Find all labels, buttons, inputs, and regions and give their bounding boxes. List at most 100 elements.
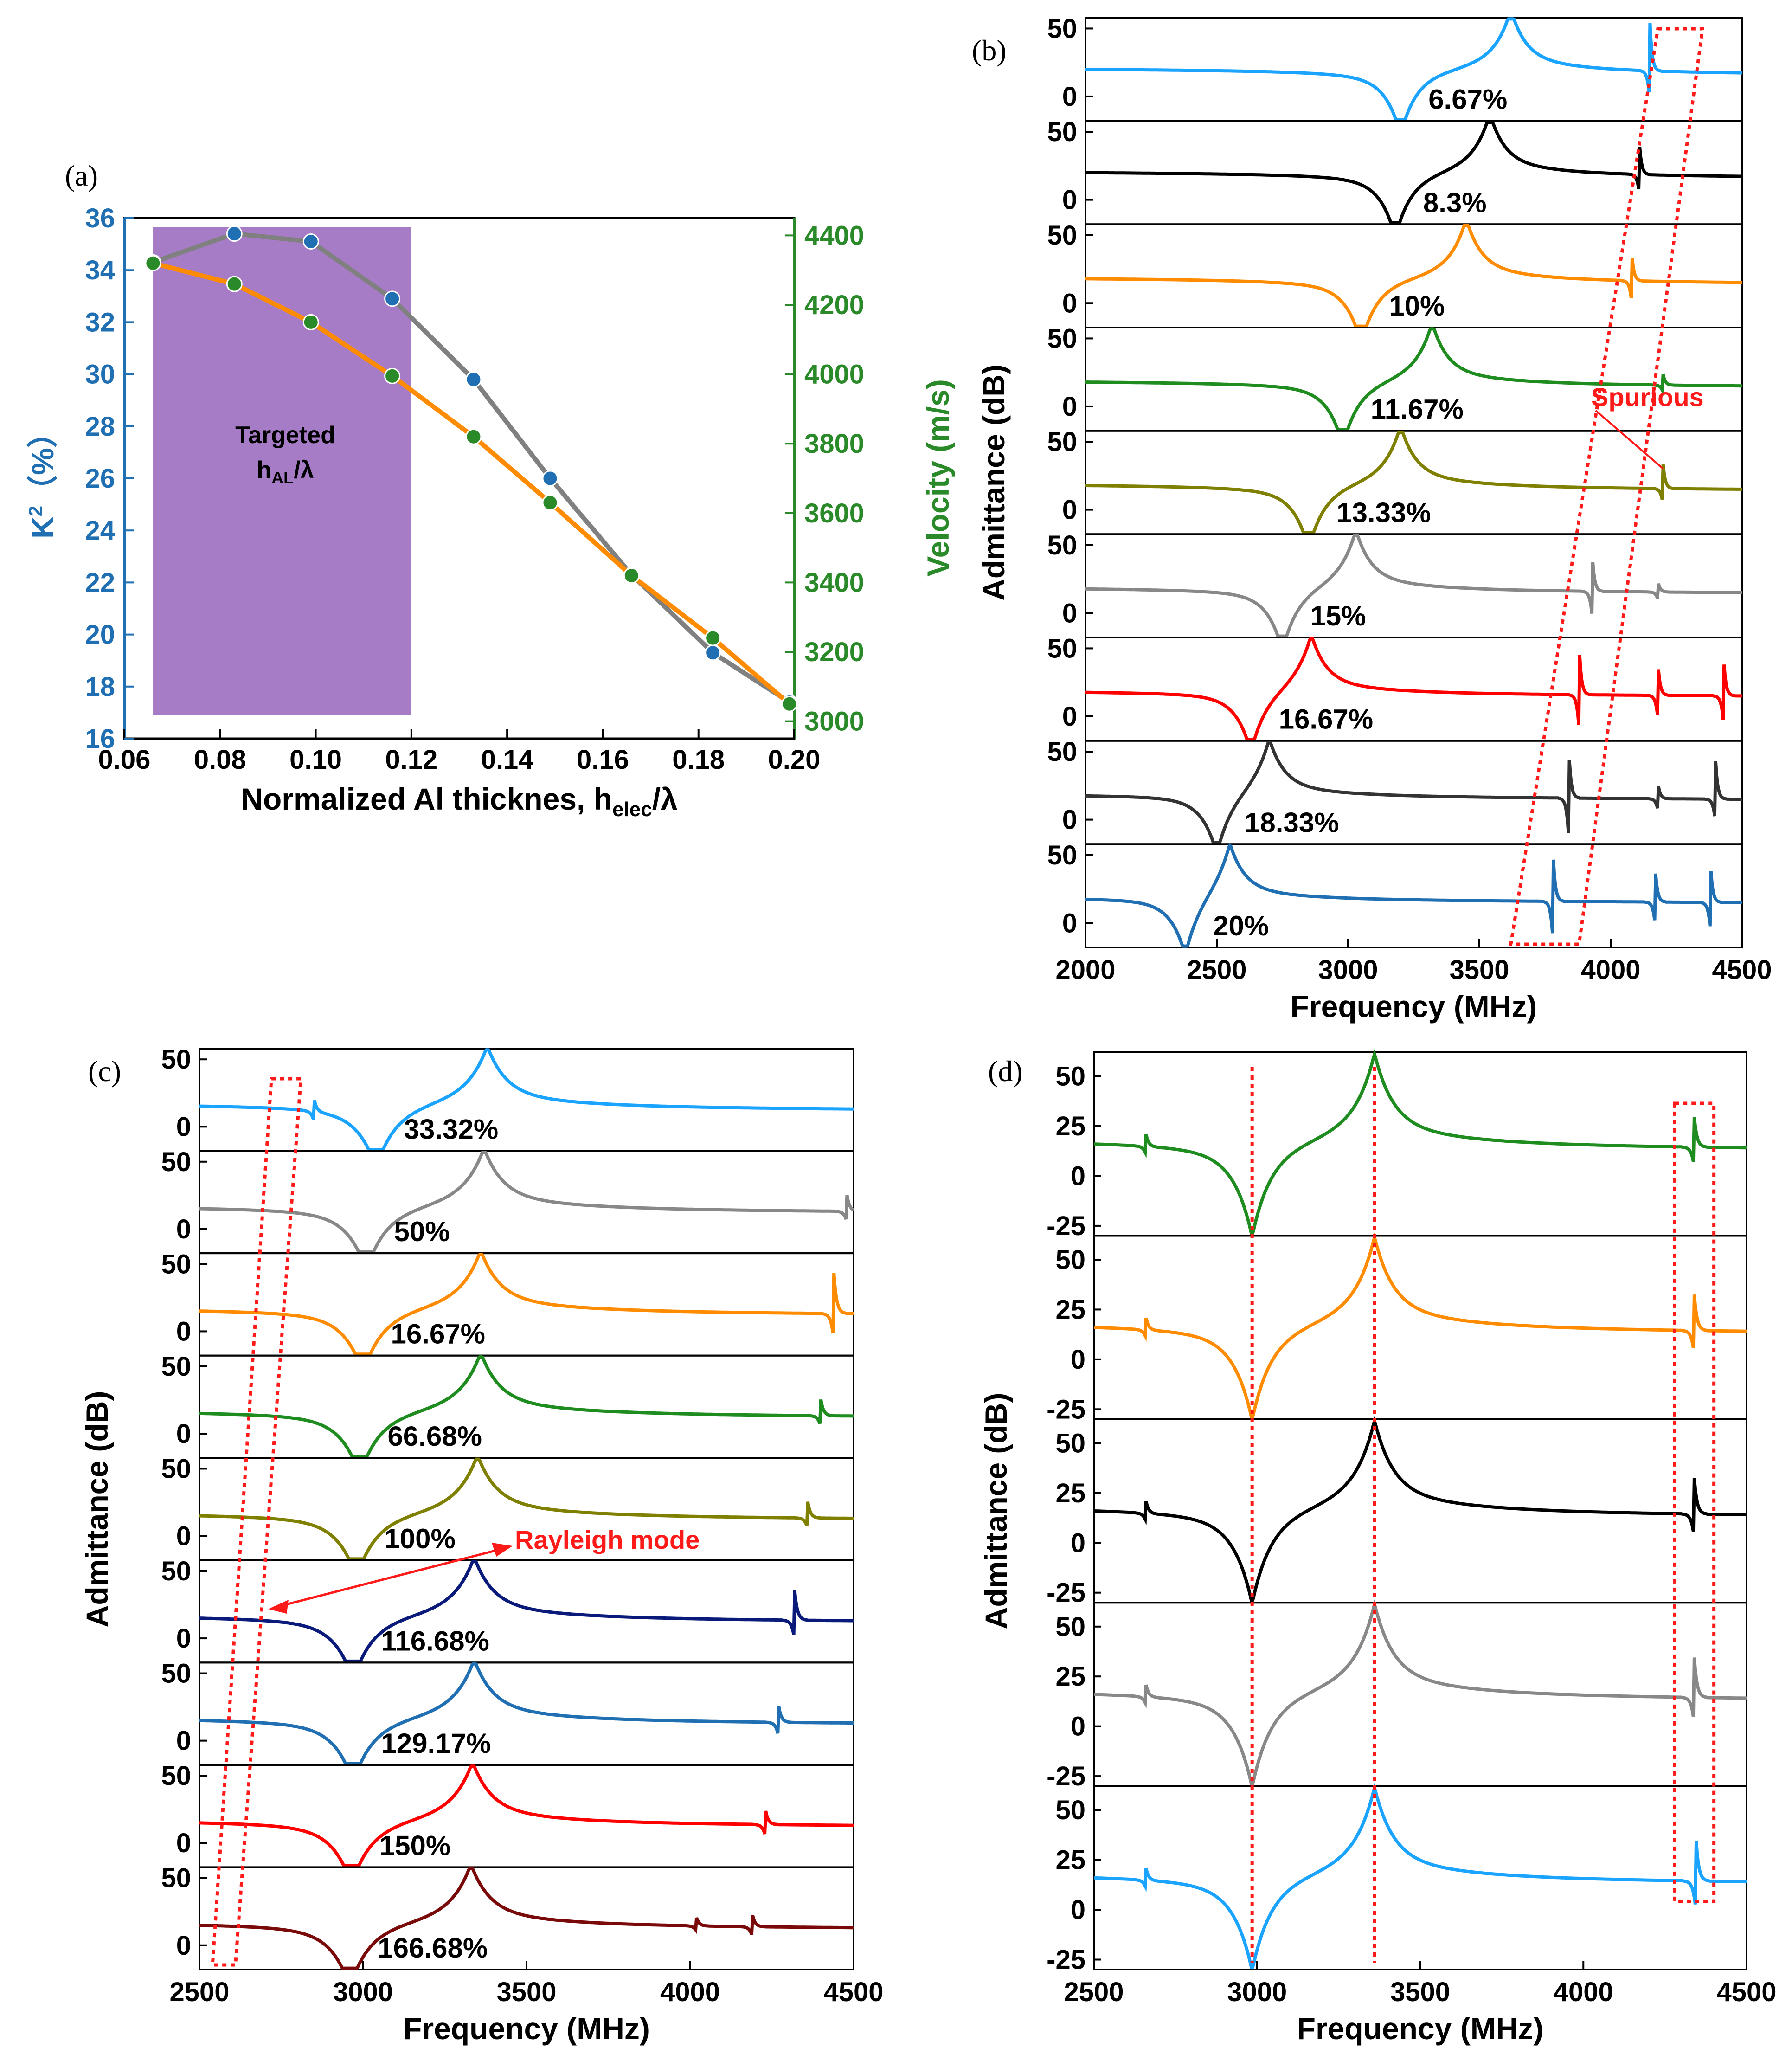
y-tick-label: 0: [1062, 495, 1077, 525]
trace-6: [199, 1560, 854, 1663]
subplot-frame: [1085, 740, 1743, 845]
y-tick-label: -25: [1047, 1761, 1085, 1791]
y-right-axis-title: Velocity (m/s): [921, 379, 955, 577]
x-tick-label: 0.14: [481, 745, 533, 775]
trace-6: [1085, 534, 1742, 638]
trace-4: [1085, 327, 1742, 431]
panel-b: (b) 50 0 6.67% 50 0 8.3% 50 0 10% 50 0 11.67% 50 0 13.3…: [972, 13, 1772, 1024]
trace-8: [199, 1764, 854, 1867]
trace-7: [1085, 637, 1742, 741]
percentage-label: 50%: [394, 1216, 450, 1247]
y-tick-label: 25: [1055, 1294, 1085, 1325]
y-tick-label: 0: [176, 1419, 191, 1449]
percentage-label: 8.3%: [1423, 187, 1487, 218]
spurious-region: [1673, 1101, 1716, 1903]
y-left-tick-label: 18: [85, 672, 115, 702]
trace-3: [1085, 224, 1742, 328]
trace-9: [199, 1867, 854, 1970]
y-right-tick-label: 4400: [804, 220, 864, 251]
point-K2: [465, 371, 482, 388]
y-tick-label: 50: [1047, 13, 1077, 44]
x-tick-label: 4500: [1716, 1977, 1776, 2007]
y-tick-label: 50: [161, 1352, 191, 1382]
trace-8: [1085, 741, 1742, 844]
x-tick-label: 3500: [1390, 1977, 1450, 2007]
trace-1: [1085, 17, 1742, 122]
subplot-frame: [1093, 1602, 1747, 1787]
x-tick-label: 0.18: [672, 745, 725, 775]
percentage-label: 11.67%: [1371, 394, 1464, 425]
y-tick-label: 0: [1062, 288, 1077, 318]
point-Velocity: [623, 567, 640, 584]
point-K2: [226, 225, 243, 242]
percentage-label: 15%: [1310, 600, 1366, 631]
y-tick-label: 25: [1055, 1661, 1085, 1692]
point-K2: [705, 644, 721, 661]
rayleigh-arrowhead: [492, 1543, 513, 1557]
x-tick-label: 3500: [1449, 955, 1509, 985]
panel-d: (d) 50250-2550250-2550250-2550250-2550250…: [979, 1049, 1777, 2046]
x-tick-label: 4000: [1554, 1977, 1613, 2007]
x-tick-label: 0.08: [194, 745, 246, 775]
y-tick-label: 0: [176, 1214, 191, 1244]
y-tick-label: 0: [1071, 1712, 1085, 1742]
trace-4: [199, 1355, 854, 1458]
x-tick-label: 3000: [333, 1977, 393, 2007]
y-right-tick-label: 3600: [804, 498, 864, 528]
x-tick-label: 2500: [1187, 955, 1246, 985]
y-tick-label: 50: [1047, 633, 1077, 663]
trace-2: [1085, 121, 1742, 225]
y-tick-label: 0: [176, 1623, 191, 1654]
y-tick-label: 50: [161, 1147, 191, 1177]
point-Velocity: [781, 695, 798, 712]
x-tick-label: 4500: [1712, 955, 1772, 985]
y-tick-label: 50: [1047, 220, 1077, 251]
y-tick-label: 50: [1047, 117, 1077, 147]
y-tick-label: 50: [1047, 737, 1077, 767]
subplot-frame: [1093, 1418, 1747, 1604]
y-tick-label: 0: [176, 1521, 191, 1552]
y-axis-title: Admittance (dB): [976, 364, 1011, 601]
y-tick-label: 50: [161, 1454, 191, 1484]
x-axis-title: Normalized Al thicknes, helec/λ: [241, 782, 677, 821]
y-tick-label: 50: [1055, 1795, 1085, 1825]
y-tick-label: 25: [1055, 1478, 1085, 1508]
trace-5: [1094, 1783, 1747, 1970]
panel-a: (a) Targeted hAL/λ 0.06 0.08 0.10 0.12 0.14 0.16…: [25, 159, 955, 821]
y-tick-label: 0: [176, 1726, 191, 1756]
y-tick-label: 25: [1055, 1845, 1085, 1875]
point-K2: [302, 233, 319, 250]
x-tick-label: 0.12: [385, 745, 437, 775]
x-tick-label: 3500: [496, 1977, 556, 2007]
y-tick-label: 0: [1062, 598, 1077, 628]
y-tick-label: 0: [1071, 1528, 1085, 1558]
targeted-region-sublabel: hAL/λ: [257, 457, 314, 487]
y-tick-label: 0: [1071, 1161, 1085, 1191]
y-tick-label: 50: [161, 1659, 191, 1689]
y-tick-label: 0: [1062, 908, 1077, 938]
x-tick-label: 3000: [1227, 1977, 1287, 2007]
percentage-label: 18.33%: [1245, 807, 1339, 838]
subplot-frame: [199, 1252, 854, 1357]
subplot-frame: [199, 1150, 854, 1255]
y-tick-label: -25: [1047, 1394, 1085, 1424]
subplot-frame: [199, 1559, 854, 1664]
y-right-tick-label: 3200: [804, 637, 864, 667]
rayleigh-arrow: [273, 1546, 508, 1609]
y-tick-label: 0: [1062, 392, 1077, 422]
y-tick-label: 0: [1071, 1895, 1085, 1925]
y-axis-title: Admittance (dB): [80, 1391, 114, 1628]
trace-2: [199, 1151, 854, 1254]
y-left-tick-label: 26: [85, 464, 115, 494]
point-Velocity: [145, 255, 161, 271]
y-tick-label: 50: [1055, 1245, 1085, 1275]
x-tick-label: 2000: [1055, 955, 1115, 985]
y-left-tick-label: 36: [85, 203, 115, 233]
rayleigh-label: Rayleigh mode: [515, 1525, 700, 1554]
percentage-label: 13.33%: [1336, 497, 1431, 528]
subplot-frame: [199, 1661, 854, 1766]
spurious-label: Spurious: [1591, 382, 1704, 412]
trace-9: [1085, 843, 1742, 948]
point-Velocity: [226, 276, 243, 292]
